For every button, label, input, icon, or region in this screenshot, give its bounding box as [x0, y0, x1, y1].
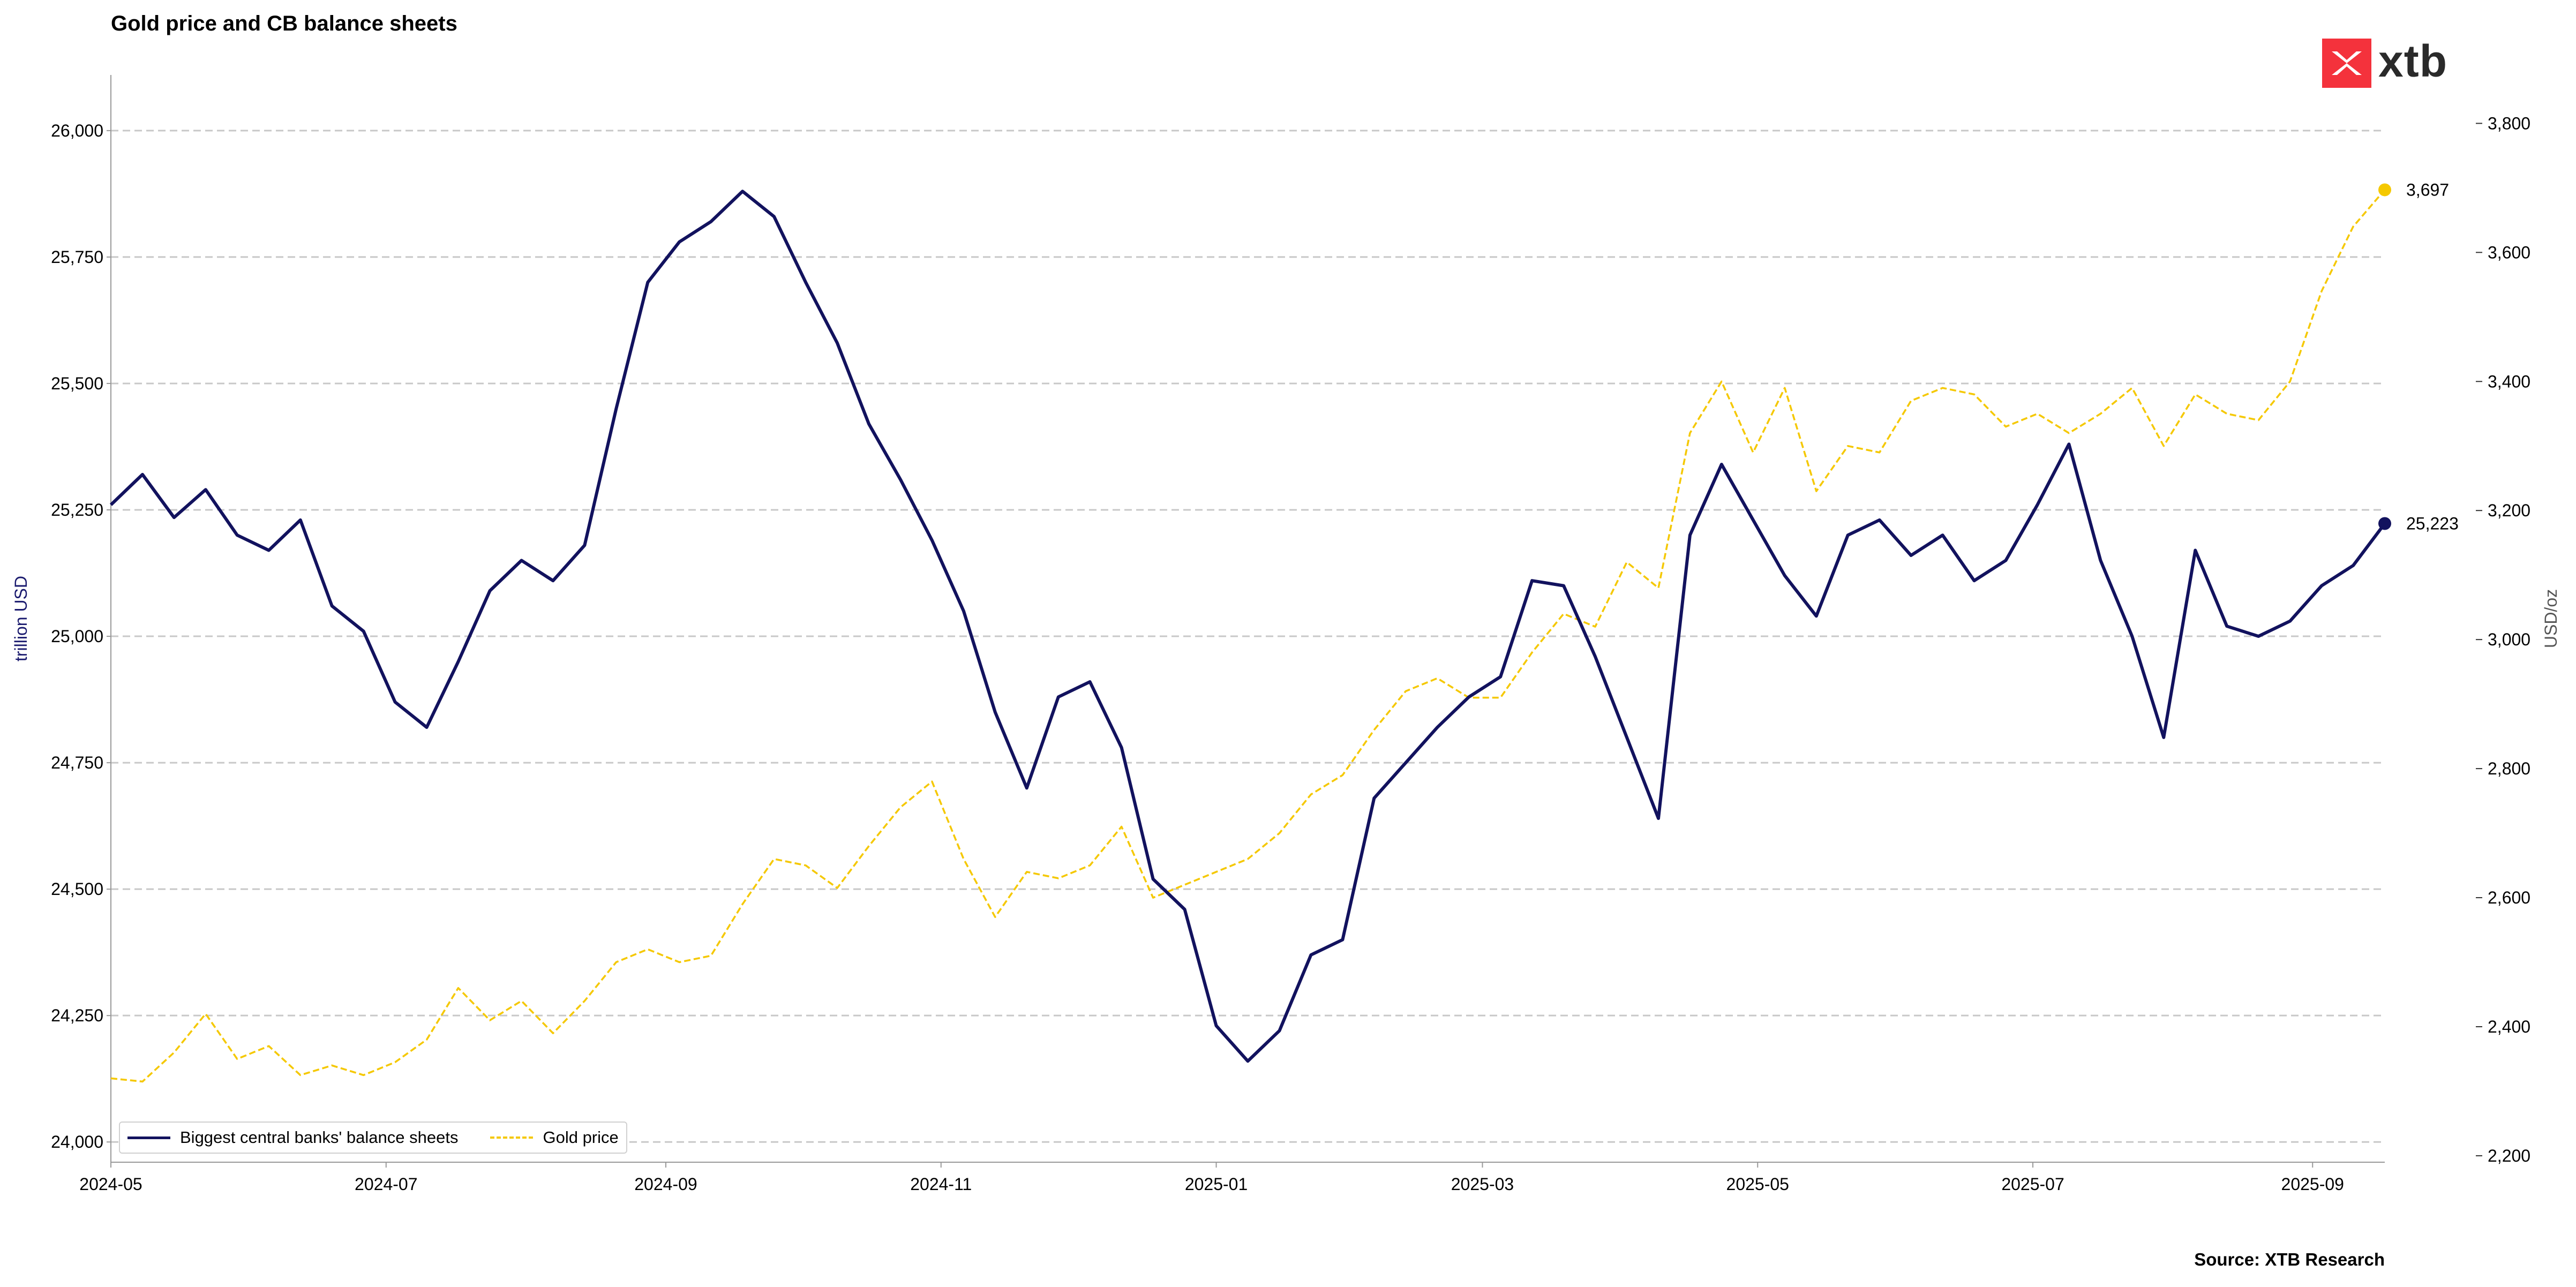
- x-tick-label: 2025-01: [1185, 1175, 1248, 1194]
- balance-end-label: 25,223: [2406, 514, 2459, 533]
- y-left-tick-label: 24,750: [51, 753, 103, 772]
- y-right-tick-label: 2,400: [2488, 1017, 2530, 1036]
- y-left-tick-label: 25,250: [51, 500, 103, 520]
- balance-sheet-series: 25,223: [109, 190, 2459, 1063]
- gold-series: 3,697: [110, 180, 2449, 1083]
- x-tick-label: 2025-07: [2001, 1175, 2064, 1194]
- source-note: Source: XTB Research: [2194, 1250, 2385, 1269]
- chart-title: Gold price and CB balance sheets: [111, 12, 457, 35]
- y-left-tick-label: 24,500: [51, 879, 103, 899]
- legend-label-gold: Gold price: [543, 1128, 619, 1147]
- balance-end-marker: [2378, 517, 2391, 530]
- balance-sheet-line: [109, 190, 2386, 1063]
- y-right-tick-label: 3,400: [2488, 372, 2530, 391]
- xtb-logo-text: xtb: [2378, 36, 2447, 86]
- y-right-tick-label: 3,800: [2488, 114, 2530, 133]
- chart-legend: Biggest central banks' balance sheets Go…: [119, 1122, 627, 1154]
- x-tick-label: 2025-03: [1451, 1175, 1514, 1194]
- y-right-tick-label: 3,600: [2488, 243, 2530, 262]
- gold-end-marker: [2378, 183, 2391, 197]
- y-right-axis-label: USD/oz: [2541, 589, 2560, 648]
- x-tick-label: 2024-09: [634, 1175, 697, 1194]
- gold-end-label: 3,697: [2406, 180, 2449, 199]
- y-right-tick-label: 3,000: [2488, 630, 2530, 649]
- y-left-tick-label: 24,250: [51, 1006, 103, 1025]
- xtb-logo-icon: [2322, 39, 2371, 88]
- legend-label-balance: Biggest central banks' balance sheets: [180, 1128, 459, 1147]
- y-right-tick-label: 2,600: [2488, 888, 2530, 907]
- x-tick-label: 2025-05: [1726, 1175, 1789, 1194]
- y-left-tick-label: 24,000: [51, 1132, 103, 1151]
- axis-labels: 24,000 24,250 24,500 24,750 25,000 25,250 25,5…: [11, 114, 2560, 1194]
- y-left-axis-label: trillion USD: [11, 576, 31, 661]
- y-right-tick-label: 2,800: [2488, 759, 2530, 778]
- xtb-logo: xtb: [2322, 36, 2456, 88]
- x-tick-label: 2025-09: [2281, 1175, 2344, 1194]
- y-left-tick-label: 26,000: [51, 121, 103, 140]
- legend-item-balance: Biggest central banks' balance sheets: [127, 1128, 458, 1147]
- y-left-tick-label: 25,000: [51, 627, 103, 646]
- legend-item-gold: Gold price: [490, 1128, 619, 1147]
- legend-swatch-balance: [127, 1136, 170, 1139]
- x-tick-label: 2024-07: [355, 1175, 417, 1194]
- y-right-tick-label: 3,200: [2488, 501, 2530, 520]
- y-left-tick-label: 25,500: [51, 374, 103, 393]
- gold-price-line: [110, 189, 2386, 1083]
- legend-swatch-gold: [490, 1137, 534, 1139]
- grid-lines: [111, 130, 2385, 1143]
- axes: [107, 75, 2482, 1168]
- x-tick-label: 2024-11: [910, 1175, 972, 1194]
- y-left-tick-label: 25,750: [51, 247, 103, 267]
- y-right-tick-label: 2,200: [2488, 1146, 2530, 1165]
- x-tick-label: 2024-05: [79, 1175, 142, 1194]
